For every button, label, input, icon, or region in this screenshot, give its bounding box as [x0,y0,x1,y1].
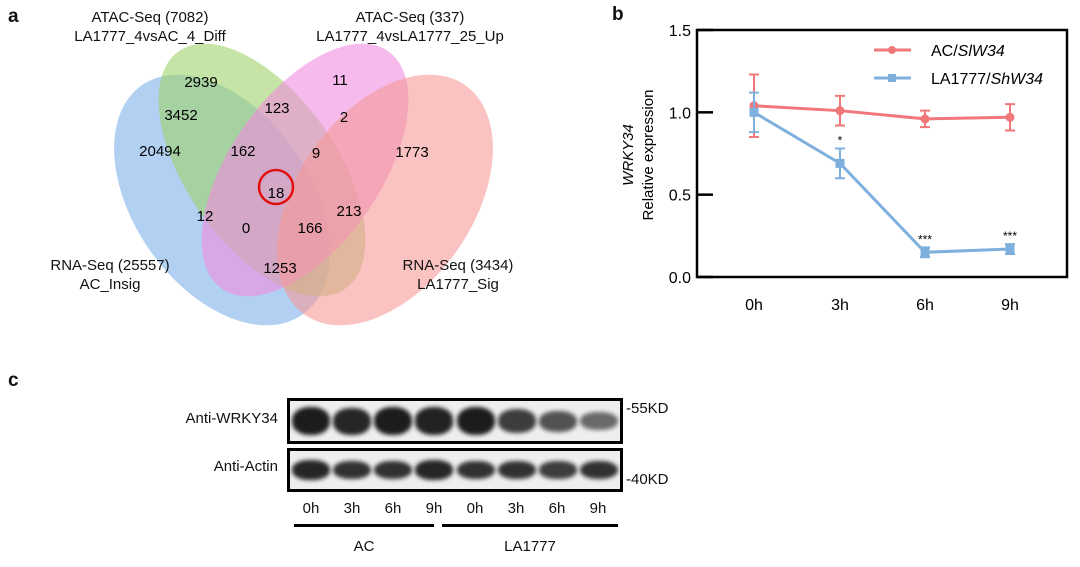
venn-label-rna-la: RNA-Seq (3434) LA1777_Sig [402,257,514,293]
x-tick-label: 0h [745,297,763,314]
lane-label: 6h [384,500,402,517]
blot-band [580,412,619,430]
x-tick-label: 9h [1001,297,1019,314]
venn-count: 11 [332,72,348,89]
data-point [920,247,930,257]
venn-count: 9 [312,145,320,162]
venn-label-atac-diff: ATAC-Seq (7082) LA1777_4vsAC_4_Diff [74,9,226,45]
blot-band [497,409,536,433]
row-label-actin: Anti-Actin [213,458,278,475]
blot-band [456,460,495,480]
y-tick-label: 1.5 [669,23,691,40]
legend-marker [888,74,896,82]
series-line [753,111,1011,254]
blot-band [291,406,330,436]
y-tick-label: 0.0 [669,270,691,287]
y-tick-label: 0.5 [669,188,691,205]
blot-band [539,461,578,479]
plot-frame [695,28,1069,279]
legend-label: AC/SlW34 [931,43,1005,60]
y-axis-label-gene: WRKY34 [620,124,637,186]
venn-diagram: 2939 11 20494 1773 3452 123 2 162 9 18 213 12 0 166 12… [114,43,493,326]
data-point [835,106,845,116]
venn-count: 2939 [184,74,217,91]
blot-band [456,406,495,436]
blot-band [291,460,330,480]
group-label-ac: AC [353,538,375,555]
lane-label: 9h [425,500,443,517]
blot-band [374,406,413,436]
blot-band [374,460,413,480]
marker-40kd: -40KD [626,471,669,488]
significance-mark: *** [918,232,932,246]
blot-band [332,460,371,480]
group-label-la1777: LA1777 [504,538,556,555]
blot-band [415,407,454,435]
venn-count: 20494 [139,143,181,160]
line-chart: 0.0 0.5 1.0 1.5 0h 3h 6h 9h WRKY34 Relative expre… [620,23,1069,314]
y-tick-label: 1.0 [669,105,691,122]
venn-label-rna-ac: RNA-Seq (25557) AC_Insig [50,257,170,293]
venn-count: 166 [297,220,322,237]
venn-count: 0 [242,220,250,237]
venn-count: 162 [230,143,255,160]
lane-label: 6h [548,500,566,517]
highlight-circle [257,168,295,206]
data-point [1005,112,1015,122]
venn-count: 213 [336,203,361,220]
data-point [835,158,845,168]
row-label-wrky34: Anti-WRKY34 [185,410,278,427]
panel-label-a: a [8,6,19,27]
group-bar-ac [294,524,434,527]
blot-band [332,407,371,435]
marker-55kd: -55KD [626,400,669,417]
x-tick-label: 3h [831,297,849,314]
panel-label-b: b [612,4,624,25]
data-point [749,107,759,117]
lane-label: 3h [507,500,525,517]
blot-band [539,410,578,432]
group-bar-la1777 [442,524,618,527]
series-0: AC/SlW34 [749,43,1015,139]
venn-count: 1253 [263,260,296,277]
blot-band [580,460,619,480]
venn-count: 3452 [164,107,197,124]
blot-band [497,460,536,480]
panel-label-c: c [8,370,19,391]
blot-actin [287,448,623,492]
data-point [1005,244,1015,254]
blot-wrky34 [287,398,623,444]
western-blot: Anti-WRKY34 Anti-Actin -55KD -40KD 0h 3h 6… [150,380,850,567]
lane-label: 3h [343,500,361,517]
series-1: **** ***LA1777/ShW34 [749,71,1043,259]
blot-band [415,460,454,480]
lane-label: 0h [302,500,320,517]
data-point [920,114,930,124]
venn-count: 12 [197,208,214,225]
venn-set-rna-la [277,74,493,326]
legend-label: LA1777/ShW34 [931,71,1043,88]
lane-label: 0h [466,500,484,517]
significance-mark: * [838,134,843,148]
series-line [753,104,1011,121]
venn-count: 1773 [395,144,428,161]
lane-label: 9h [589,500,607,517]
venn-label-atac-up: ATAC-Seq (337) LA1777_4vsLA1777_25_Up [316,9,504,45]
venn-count: 123 [264,100,289,117]
y-axis-label: Relative expression [640,90,657,221]
x-tick-label: 6h [916,297,934,314]
venn-count: 18 [268,185,285,202]
significance-mark: *** [1003,229,1017,243]
venn-count: 2 [340,109,348,126]
legend-marker [888,46,896,54]
